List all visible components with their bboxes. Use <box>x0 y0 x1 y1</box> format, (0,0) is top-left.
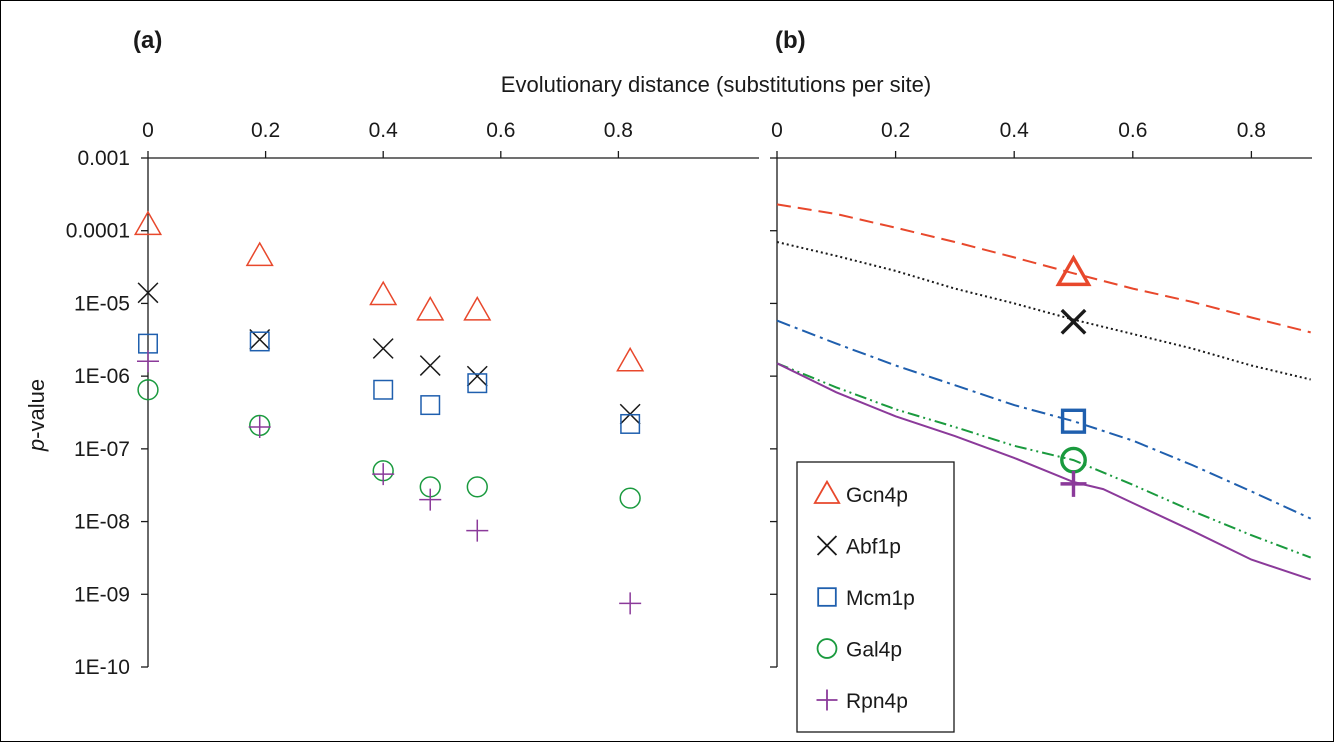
y-tick-label: 1E-08 <box>74 511 130 534</box>
point-abf1p <box>419 355 441 376</box>
x-tick-label: 0.6 <box>1118 119 1147 142</box>
panel-b: 0 0.2 0.4 0.6 0.8 <box>770 119 1312 668</box>
point-mcm1p <box>373 379 394 400</box>
point-rpn4p <box>419 488 442 511</box>
legend-label-gal4p: Gal4p <box>846 639 902 662</box>
point-gcn4p <box>369 280 398 306</box>
legend-label-gcn4p: Gcn4p <box>846 484 908 507</box>
x-tick-label: 0.4 <box>1000 119 1030 142</box>
point-gal4p <box>466 476 488 498</box>
x-tick-label: 0.4 <box>369 119 399 142</box>
y-tick-label: 0.001 <box>77 147 130 170</box>
legend-label-mcm1p: Mcm1p <box>846 587 915 610</box>
legend: Gcn4p Abf1p Mcm1p Gal4p Rpn4p <box>796 461 955 733</box>
point-rpn4p <box>466 519 489 542</box>
line-mcm1p <box>776 319 1312 520</box>
point-mcm1p <box>420 395 441 416</box>
legend-box <box>796 461 955 733</box>
legend-marker-gcn4p <box>813 479 841 504</box>
point-mcm1p <box>620 413 641 434</box>
point-rpn4p <box>372 463 395 486</box>
y-tick-label: 1E-07 <box>74 438 130 461</box>
point-rpn4p <box>619 592 642 615</box>
x-tick-label: 0.8 <box>604 119 633 142</box>
marker-mcm1p <box>1060 408 1087 434</box>
y-axis-title: p-value <box>24 379 49 452</box>
line-gcn4p <box>776 203 1311 334</box>
panel-a: 0 0.2 0.4 0.6 0.8 0.001 0.0001 1E-05 1E-06 1E-07 1… <box>66 119 759 679</box>
point-rpn4p <box>248 415 271 438</box>
marker-rpn4p <box>1060 470 1087 497</box>
marker-gcn4p <box>1055 254 1092 287</box>
legend-label-abf1p: Abf1p <box>846 536 901 559</box>
panel-a-label: (a) <box>133 27 162 54</box>
x-tick-label: 0 <box>142 119 154 142</box>
x-tick-label: 0.2 <box>881 119 910 142</box>
legend-marker-abf1p <box>816 535 838 556</box>
x-tick-label: 0.8 <box>1237 119 1266 142</box>
point-abf1p <box>372 338 394 359</box>
y-tick-label: 1E-05 <box>74 292 130 315</box>
y-tick-label: 1E-09 <box>74 583 130 606</box>
legend-label-rpn4p: Rpn4p <box>846 690 908 713</box>
line-gal4p <box>776 362 1312 559</box>
point-mcm1p <box>249 331 270 352</box>
x-tick-label: 0 <box>771 119 783 142</box>
point-gal4p <box>619 487 641 509</box>
y-tick-label: 1E-06 <box>74 365 130 388</box>
point-gcn4p <box>416 296 445 321</box>
line-abf1p <box>776 241 1311 381</box>
marker-abf1p <box>1060 308 1087 335</box>
y-tick-label: 0.0001 <box>66 220 130 243</box>
point-gcn4p <box>133 210 163 236</box>
point-gcn4p <box>463 296 492 321</box>
point-mcm1p <box>467 373 488 394</box>
legend-marker-rpn4p <box>816 689 838 711</box>
point-gcn4p <box>616 346 645 372</box>
point-abf1p <box>466 365 488 387</box>
legend-marker-mcm1p <box>817 587 837 607</box>
panel-b-label: (b) <box>775 27 806 54</box>
x-axis-title: Evolutionary distance (substitutions per… <box>501 72 931 97</box>
point-abf1p <box>137 282 159 304</box>
point-gal4p <box>137 379 159 401</box>
legend-marker-gal4p <box>816 638 838 659</box>
point-rpn4p <box>137 350 159 373</box>
y-tick-label: 1E-10 <box>74 656 130 679</box>
x-tick-label: 0.6 <box>486 119 515 142</box>
point-gcn4p <box>245 241 274 267</box>
x-tick-label: 0.2 <box>251 119 280 142</box>
